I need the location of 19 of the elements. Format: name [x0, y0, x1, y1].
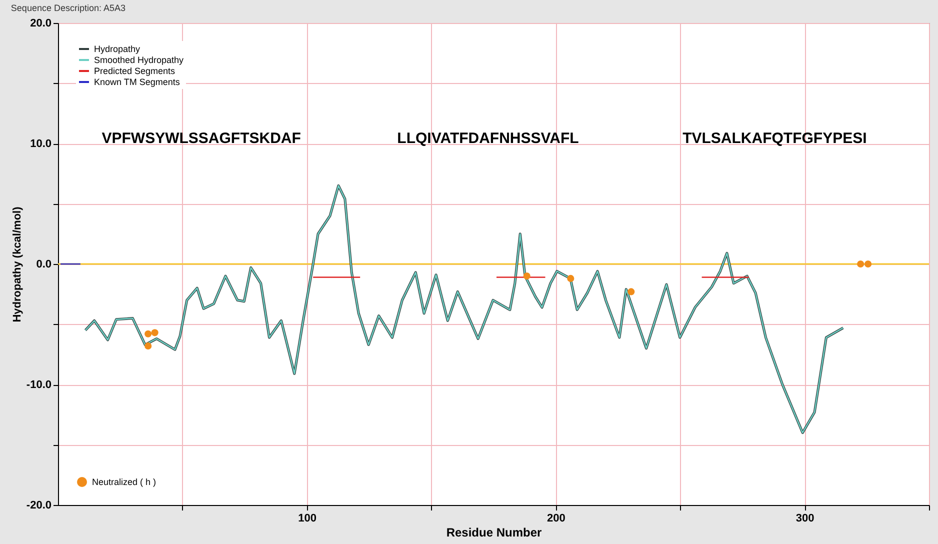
x-axis-title: Residue Number [446, 526, 542, 540]
x-tick-label: 100 [298, 512, 317, 524]
legend-label: Predicted Segments [94, 66, 176, 76]
annotation: VPFWSYWLSSAGFTSKDAF [102, 130, 301, 147]
y-tick-label: -20.0 [26, 500, 52, 512]
x-tick-label: 200 [547, 512, 566, 524]
legend-label: Known TM Segments [94, 77, 180, 87]
annotation: TVLSALKAFQTFGFYPESI [682, 130, 867, 147]
legend-label: Hydropathy [94, 44, 141, 54]
legend-label: Smoothed Hydropathy [94, 55, 184, 65]
legend-label: Neutralized ( h ) [92, 477, 156, 487]
y-tick-label: 20.0 [30, 18, 52, 30]
y-tick-label: 0.0 [36, 258, 52, 270]
y-tick-label: 10.0 [30, 138, 52, 150]
annotation: LLQIVATFDAFNHSSVAFL [397, 130, 579, 147]
y-axis-title: Hydropathy (kcal/mol) [11, 206, 24, 322]
x-tick-label: 300 [796, 512, 814, 524]
chart-title: Sequence Description: A5A3 [10, 3, 126, 13]
y-tick-label: -10.0 [26, 379, 52, 391]
